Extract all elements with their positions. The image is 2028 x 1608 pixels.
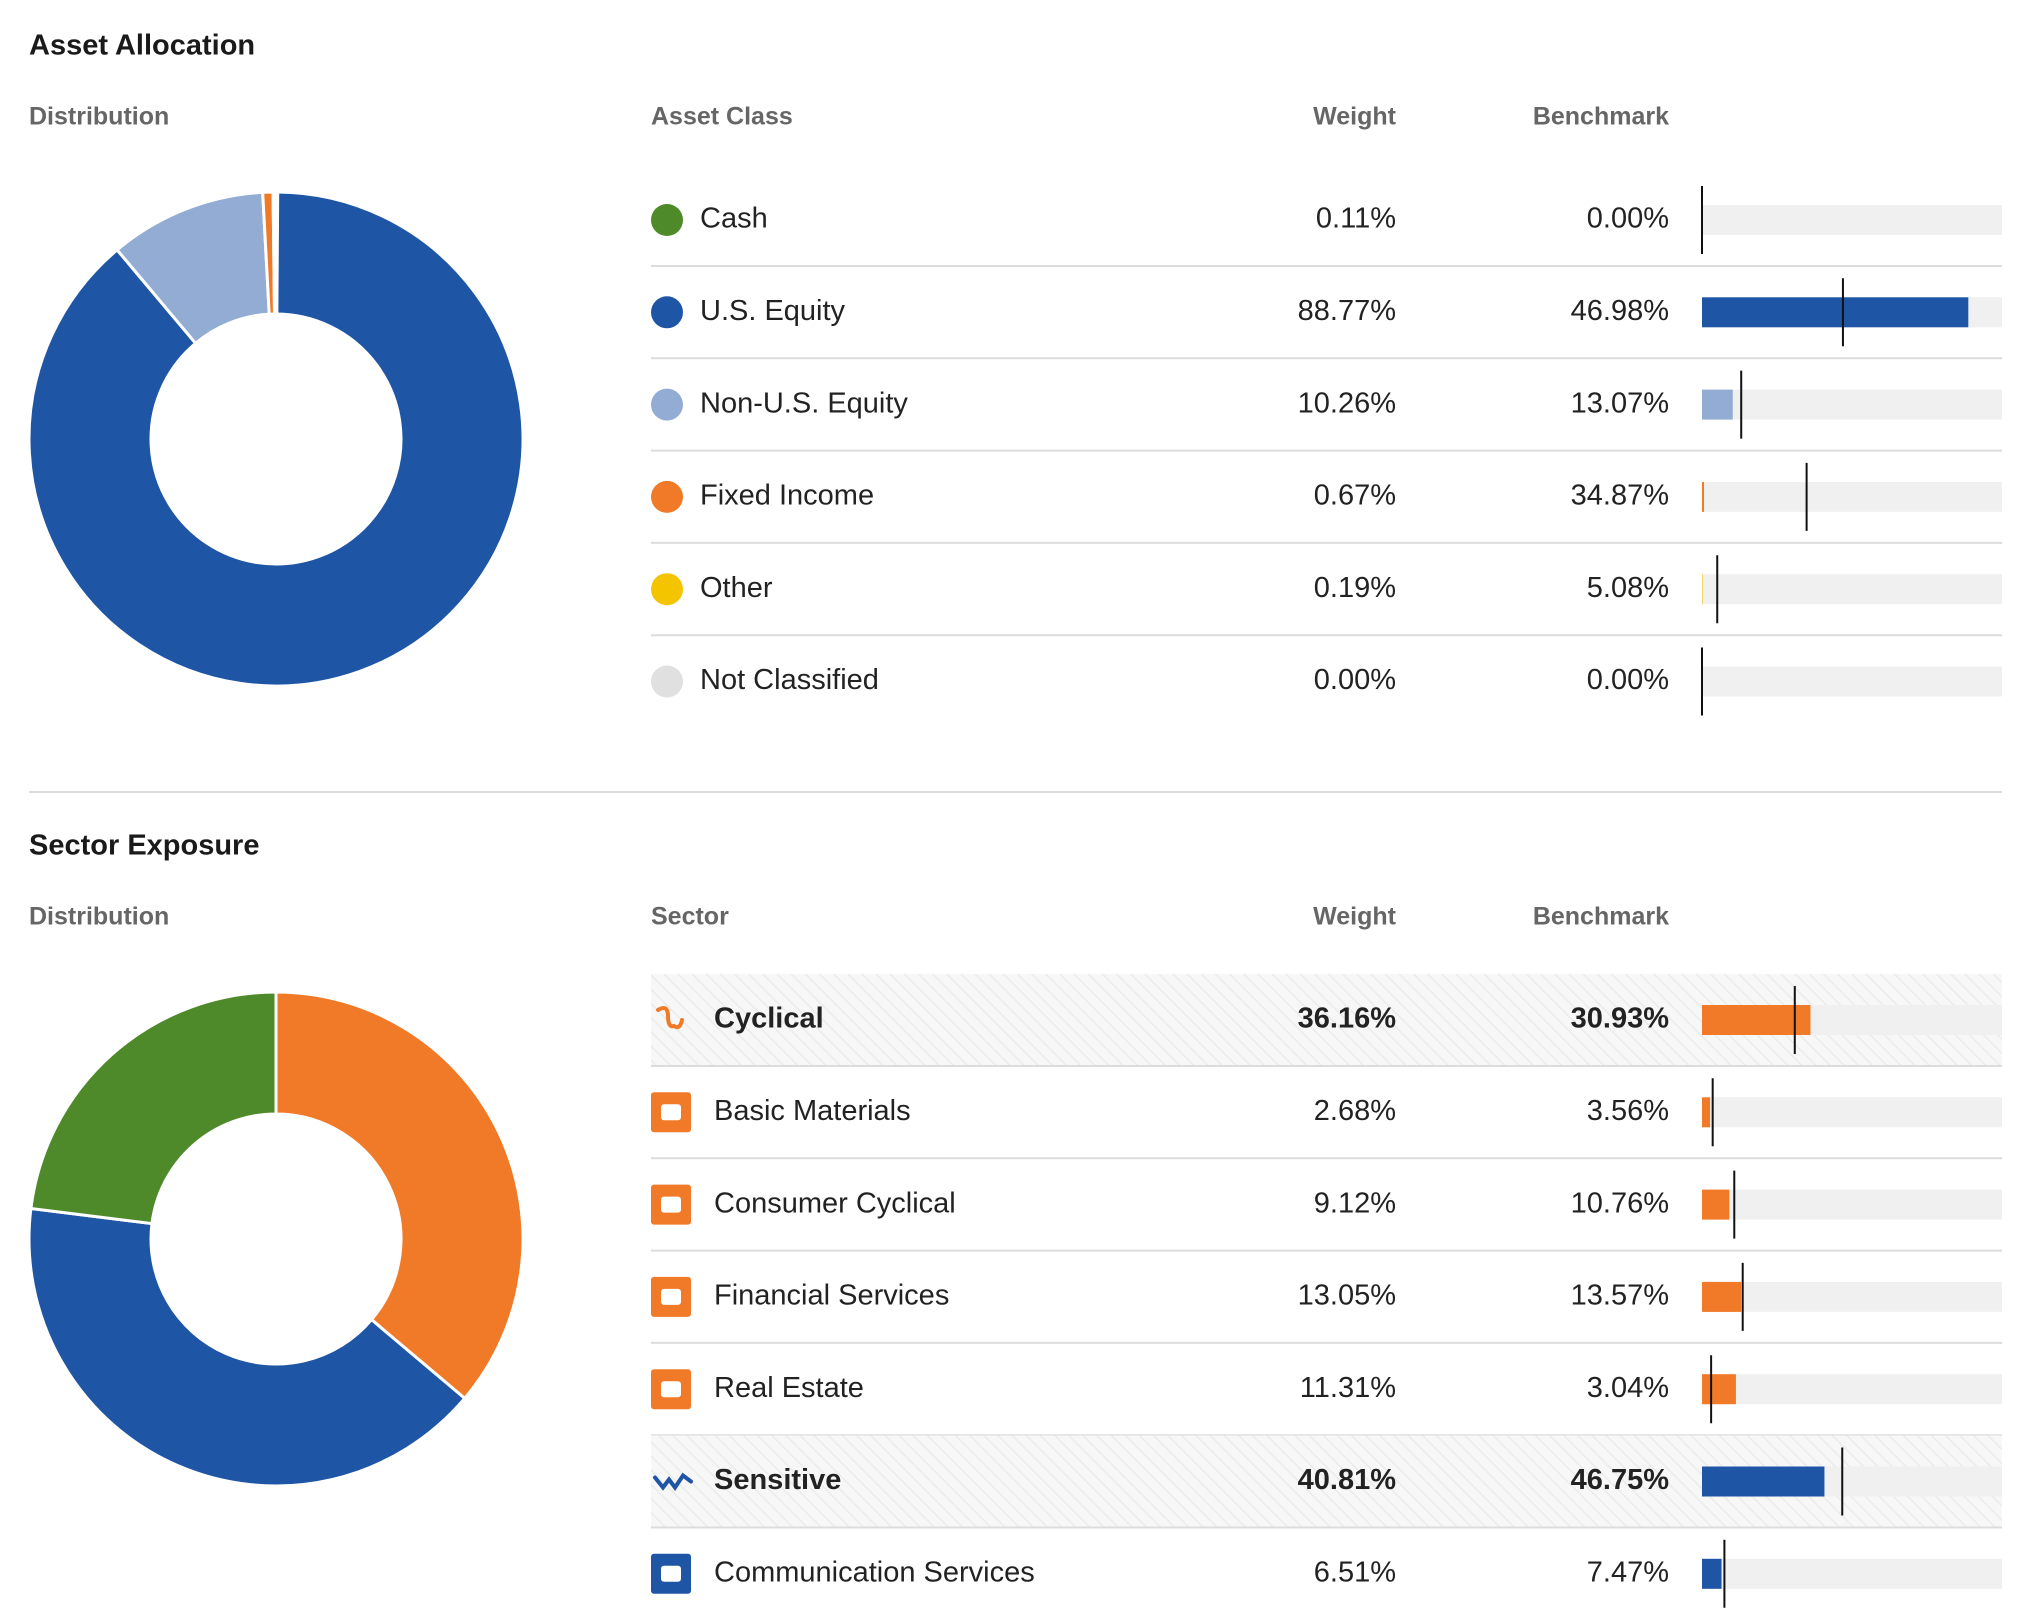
benchmark-value: 10.76%: [1571, 1187, 1669, 1219]
bar-track: [1702, 1374, 2002, 1405]
weight-value: 36.16%: [1298, 1003, 1397, 1035]
column-header: Benchmark: [1533, 903, 1669, 931]
weight-bar: [1702, 1466, 1825, 1497]
benchmark-value: 46.98%: [1571, 295, 1669, 327]
benchmark-value: 13.57%: [1571, 1280, 1669, 1312]
weight-bar: [1702, 1097, 1711, 1128]
weight-value: 2.68%: [1314, 1095, 1396, 1127]
legend-dot: [651, 665, 683, 698]
row-name: Real Estate: [714, 1372, 864, 1404]
benchmark-value: 13.07%: [1571, 387, 1669, 419]
bar-track: [1702, 1558, 2002, 1589]
row-name: Cash: [700, 203, 768, 235]
bar-track: [1702, 205, 2002, 235]
legend-dot: [651, 204, 683, 236]
bar-track: [1702, 481, 2002, 512]
row-name: Communication Services: [714, 1556, 1035, 1588]
bar-track: [1702, 1189, 2002, 1220]
row-name: Non-U.S. Equity: [700, 387, 908, 419]
bar-track: [1702, 1097, 2002, 1128]
bar-track: [1702, 666, 2002, 697]
row-name: Sensitive: [714, 1464, 841, 1496]
column-header: Weight: [1313, 103, 1397, 131]
section-title: Asset Allocation: [29, 30, 255, 62]
weight-bar: [1702, 297, 1969, 328]
weight-bar: [1702, 389, 1733, 420]
legend-dot: [651, 388, 683, 421]
bar-track: [1702, 574, 2002, 605]
bar-track: [1702, 389, 2002, 420]
donut-slice: [27, 1206, 467, 1488]
column-header: Weight: [1313, 903, 1397, 931]
benchmark-value: 30.93%: [1571, 1003, 1670, 1035]
row-name: Not Classified: [700, 664, 879, 696]
donut-slice: [29, 990, 278, 1226]
weight-value: 0.67%: [1314, 480, 1396, 512]
row-name: Consumer Cyclical: [714, 1187, 956, 1219]
row-name: Financial Services: [714, 1280, 949, 1312]
donut-slice: [274, 990, 525, 1401]
sector-icon-glyph: [661, 1104, 681, 1121]
legend-dot: [651, 573, 683, 606]
distribution-label: Distribution: [29, 903, 169, 931]
column-header: Sector: [651, 903, 729, 931]
weight-bar: [1702, 481, 1705, 512]
weight-value: 88.77%: [1298, 295, 1396, 327]
weight-value: 11.31%: [1300, 1372, 1396, 1404]
weight-value: 9.12%: [1314, 1187, 1396, 1219]
sector-icon-glyph: [661, 1288, 681, 1305]
benchmark-value: 3.56%: [1587, 1095, 1669, 1127]
benchmark-value: 3.04%: [1587, 1372, 1669, 1404]
legend-dot: [651, 480, 683, 513]
weight-bar: [1702, 1189, 1730, 1220]
weight-value: 40.81%: [1298, 1464, 1397, 1496]
weight-value: 13.05%: [1298, 1280, 1396, 1312]
group-icon: [653, 1472, 693, 1491]
weight-bar: [1702, 1374, 1736, 1405]
row-name: Basic Materials: [714, 1095, 911, 1127]
row-name: Cyclical: [714, 1003, 824, 1035]
weight-value: 0.19%: [1314, 572, 1396, 604]
bar-track: [1702, 1281, 2002, 1312]
legend-dot: [651, 296, 683, 329]
benchmark-value: 34.87%: [1571, 480, 1669, 512]
weight-bar: [1702, 1005, 1811, 1035]
benchmark-value: 5.08%: [1587, 572, 1669, 604]
row-name: U.S. Equity: [700, 295, 846, 327]
group-icon: [656, 1006, 684, 1030]
weight-bar: [1702, 1558, 1722, 1589]
row-name: Other: [700, 572, 773, 604]
weight-value: 10.26%: [1298, 387, 1396, 419]
weight-bar: [1702, 1281, 1742, 1312]
weight-bar: [1702, 574, 1703, 605]
weight-value: 6.51%: [1314, 1556, 1396, 1588]
sector-icon-glyph: [661, 1381, 681, 1398]
benchmark-value: 0.00%: [1587, 664, 1669, 696]
benchmark-value: 7.47%: [1587, 1556, 1669, 1588]
column-header: Benchmark: [1533, 103, 1669, 131]
sector-icon-glyph: [661, 1196, 681, 1213]
weight-value: 0.11%: [1316, 203, 1396, 235]
section-title: Sector Exposure: [29, 830, 259, 862]
distribution-label: Distribution: [29, 103, 169, 131]
column-header: Asset Class: [651, 103, 793, 131]
donut-slice: [27, 190, 525, 688]
row-name: Fixed Income: [700, 480, 874, 512]
weight-value: 0.00%: [1314, 664, 1396, 696]
benchmark-value: 46.75%: [1571, 1464, 1670, 1496]
sector-icon-glyph: [661, 1565, 681, 1582]
benchmark-value: 0.00%: [1587, 203, 1669, 235]
